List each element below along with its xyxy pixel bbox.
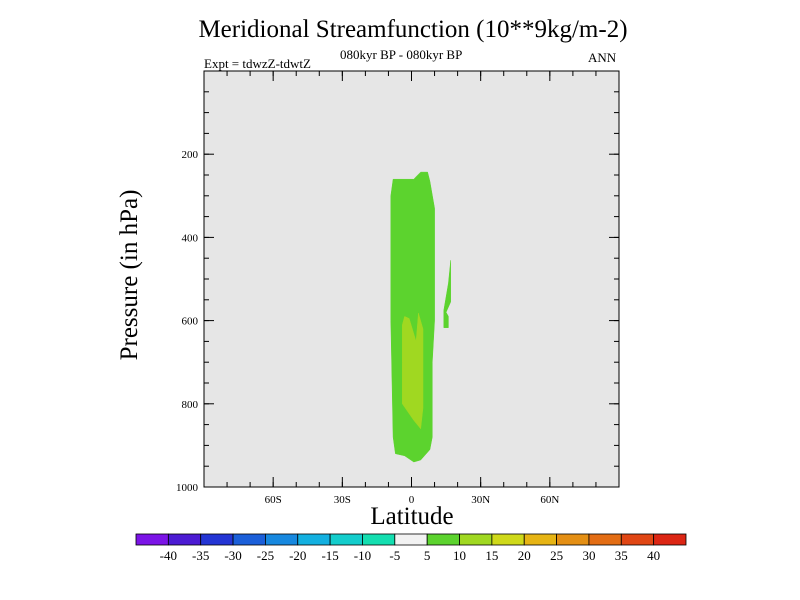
colorbar-swatch	[362, 533, 396, 546]
colorbar-label: 20	[518, 548, 531, 563]
colorbar-swatch	[135, 533, 169, 546]
colorbar-label: 35	[615, 548, 628, 563]
colorbar-swatch	[653, 533, 687, 546]
x-tick-label: 60N	[540, 494, 559, 506]
contour-region-1-0	[402, 313, 424, 430]
y-tick-label: 600	[182, 316, 199, 328]
colorbar-label: 25	[550, 548, 563, 563]
y-tick-label: 1000	[176, 482, 199, 494]
colorbar-swatch	[491, 533, 525, 546]
colorbar-swatch	[620, 533, 655, 546]
colorbar-swatch	[459, 533, 493, 546]
colorbar-label: 5	[424, 548, 431, 563]
colorbar-swatch	[265, 533, 299, 546]
experiment-label: Expt = tdwzZ-tdwtZ	[204, 56, 311, 71]
colorbar-label: -25	[257, 548, 274, 563]
colorbar-swatch	[297, 533, 331, 546]
colorbar-label: -40	[160, 548, 177, 563]
season-label: ANN	[588, 50, 617, 65]
colorbar-label: 15	[485, 548, 498, 563]
colorbar-label: 10	[453, 548, 466, 563]
y-tick-label: 400	[182, 232, 199, 244]
y-tick-label: 200	[182, 149, 199, 161]
x-tick-label: 60S	[265, 494, 282, 506]
chart-subtitle: 080kyr BP - 080kyr BP	[340, 47, 463, 62]
colorbar-label: -30	[224, 548, 241, 563]
chart-title: Meridional Streamfunction (10**9kg/m-2)	[198, 16, 628, 43]
colorbar-label: -5	[389, 548, 400, 563]
colorbar-label: -35	[192, 548, 209, 563]
colorbar-swatch	[200, 533, 234, 546]
colorbar-swatch	[167, 533, 202, 546]
colorbar-label: -15	[321, 548, 338, 563]
colorbar-swatch	[588, 533, 622, 546]
contour-region-0-1	[443, 260, 451, 328]
colorbar-swatch	[556, 533, 590, 546]
x-tick-label: 30S	[334, 494, 351, 506]
colorbar-swatch	[426, 533, 460, 546]
contour-region-0-0	[390, 171, 435, 463]
y-tick-label: 800	[182, 399, 199, 411]
colorbar-label: -10	[354, 548, 371, 563]
colorbar-swatch	[394, 533, 428, 546]
x-axis-label: Latitude	[370, 503, 454, 530]
colorbar-swatch	[329, 533, 363, 546]
x-tick-label: 30N	[471, 494, 490, 506]
x-tick-label: 0	[409, 494, 415, 506]
colorbar-label: 30	[582, 548, 595, 563]
colorbar-swatch	[523, 533, 557, 546]
colorbar-swatch	[232, 533, 266, 546]
colorbar-label: 40	[647, 548, 660, 563]
colorbar-label: -20	[289, 548, 306, 563]
